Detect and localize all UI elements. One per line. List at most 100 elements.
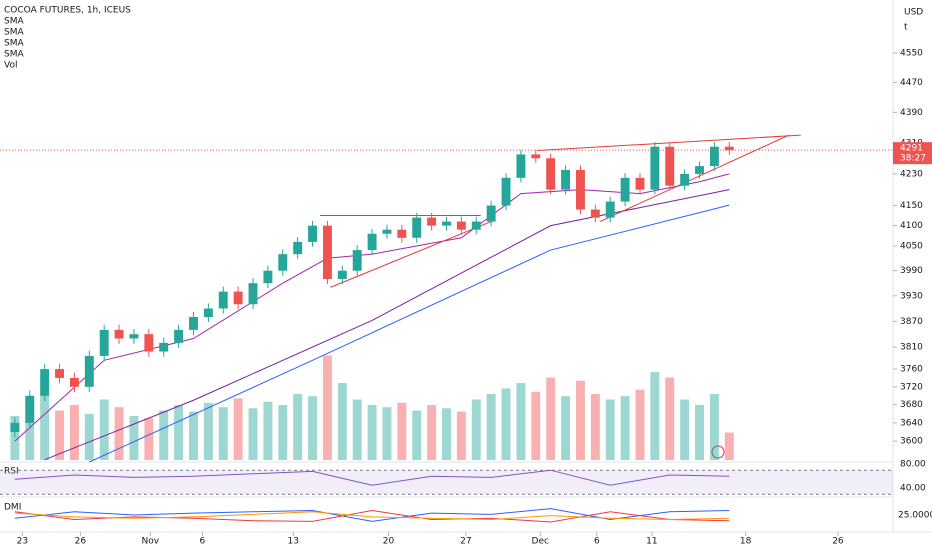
candle-body [665,146,675,186]
currency[interactable]: USD [904,8,923,18]
y-tick-label: 4550 [900,49,923,59]
volume-bar [218,407,228,460]
volume-bar [709,394,719,460]
candle-body [367,233,377,251]
volume-bar [486,394,496,460]
candle-body [129,334,139,339]
candle-body [427,217,437,226]
legend-entry: SMA [4,50,24,60]
dmi-line [14,508,730,522]
candle-body [263,270,273,284]
rsi-line [14,469,730,486]
volume-bar [546,377,556,460]
volume-bar [144,418,154,460]
scale-mode[interactable]: t [904,23,908,33]
candle-body [144,334,154,352]
candle-body [501,177,511,206]
volume-bar [84,413,94,460]
candle-body [382,229,392,234]
volume-bar [367,405,377,460]
x-tick-label: 6 [200,537,206,547]
volume-bar [575,380,585,460]
candle-body [561,169,571,190]
volume-bar [516,383,526,460]
x-tick-label: Dec [532,537,549,547]
volume-bar [412,410,422,460]
rsi-band [0,470,893,495]
candle-body [99,329,109,356]
candle-body [233,291,243,305]
candle-body [620,177,630,202]
candle-body [248,283,258,305]
x-tick-label: 11 [646,537,657,547]
y-tick-label: 3810 [900,343,923,353]
volume-bar [695,405,704,460]
last-price-box [893,142,932,165]
candle-body [516,154,526,178]
event-icon[interactable] [711,445,725,459]
y-tick-label: 4050 [900,241,923,251]
y-tick-label: 4470 [900,78,923,88]
y-tick-label: 3600 [900,437,923,447]
volume-bar [189,411,198,460]
x-tick-label: 13 [287,537,298,547]
y-tick-label: 3640 [900,418,923,428]
y-tick-label: 3870 [900,317,923,327]
volume-bar [635,389,645,460]
x-tick-label: 20 [383,537,395,547]
candle-body [575,169,585,210]
volume-bar [650,372,660,460]
y-tick-label: 4390 [900,108,923,118]
candle-body [695,166,704,174]
y-tick-label: 3760 [900,365,923,375]
dmi-tick-label: 25.0000 [898,511,932,521]
legend-entry: SMA [4,28,24,38]
candle-body [724,146,734,151]
candle-body [278,254,288,271]
volume-bar [605,399,615,460]
volume-bar [427,405,437,460]
y-tick-label: 4100 [900,221,923,231]
candle-body [55,369,64,378]
volume-bar [69,405,79,460]
trendline [330,221,492,288]
volume-bar [442,408,451,460]
y-tick-label: 3990 [900,266,923,276]
legend-entry: SMA [4,17,24,27]
countdown-label: 38:27 [900,154,926,164]
x-tick-label: 27 [460,537,471,547]
candle-body [322,225,332,280]
rsi-tick-label: 80.00 [900,460,926,470]
y-tick-label: 3720 [900,382,923,392]
y-tick-label: 3680 [900,400,923,410]
volume-bar [352,399,362,460]
x-tick-label: 26 [832,537,844,547]
x-tick-label: 23 [17,537,28,547]
volume-bar [248,408,258,460]
volume-bar [337,383,347,460]
candle-body [546,158,556,190]
candle-body [531,154,541,159]
candle-body [337,270,347,280]
candle-body [709,146,719,167]
trendline [599,134,790,223]
volume-bar [456,411,466,460]
candle-body [308,225,318,242]
volume-bar [561,396,571,460]
volume-bar [665,377,675,460]
volume-bar [25,399,35,460]
dmi-line [14,511,730,520]
volume-bar [174,405,184,460]
volume-bar [203,402,213,460]
candle-body [40,369,50,396]
candle-body [10,422,20,432]
volume-bar [293,394,303,460]
candle-body [605,201,615,218]
volume-bar [590,394,600,460]
volume-bar [233,398,243,460]
volume-bar [397,402,407,460]
candle-body [456,221,466,230]
y-tick-label: 4230 [900,169,923,179]
